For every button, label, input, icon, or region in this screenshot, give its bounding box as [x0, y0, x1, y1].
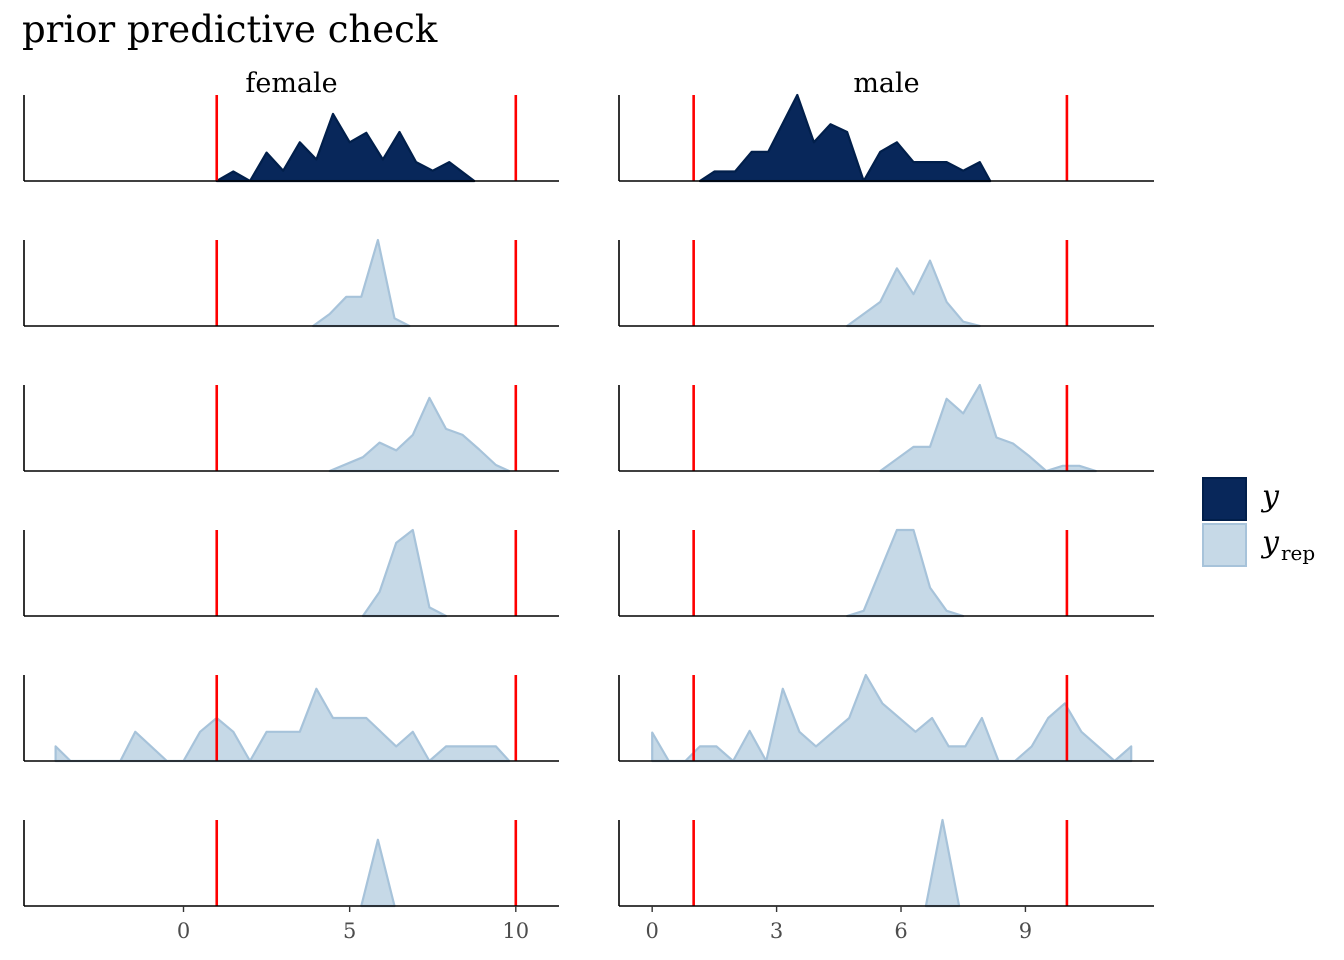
facet-row-1 — [23, 95, 559, 183]
facet-strip-label: female — [245, 68, 337, 99]
legend-key-y — [1202, 477, 1247, 521]
legend-label: y rep — [1260, 525, 1315, 565]
facet-row-6 — [618, 818, 1154, 908]
replicated-density-area — [651, 673, 1133, 763]
facet-row-5 — [618, 673, 1154, 763]
legend-label: y — [1260, 479, 1280, 514]
legend-key-yrep — [1202, 523, 1247, 567]
replicated-density-area — [879, 383, 1097, 473]
facet-male: male 0 3 6 9 — [618, 68, 1154, 943]
replicated-density-area — [846, 259, 981, 328]
replicated-density-area — [328, 396, 511, 473]
facet-row-2 — [618, 240, 1154, 328]
facet-row-3 — [23, 385, 559, 473]
replicated-density-area — [924, 818, 961, 908]
x-tick-label: 6 — [894, 919, 907, 943]
legend: yy rep — [1202, 477, 1315, 567]
observed-density-area — [215, 112, 476, 183]
legend-label-subscript: rep — [1281, 541, 1315, 565]
legend-label-main: y — [1260, 479, 1280, 514]
facet-row-2 — [23, 238, 559, 328]
replicated-density-area — [361, 528, 448, 618]
replicated-density-area — [846, 528, 965, 618]
facet-row-4 — [23, 528, 559, 618]
facet-panels: female 0 5 10 male 0 3 6 9 — [23, 68, 1154, 943]
replicated-density-area — [360, 838, 396, 908]
x-tick-label: 0 — [645, 919, 658, 943]
x-tick-label: 5 — [343, 919, 356, 943]
legend-entry-yrep: y rep — [1202, 523, 1315, 567]
x-tick-label: 3 — [770, 919, 783, 943]
legend-entry-y: y — [1202, 477, 1280, 521]
facet-row-3 — [618, 383, 1154, 473]
chart-title: prior predictive check — [22, 8, 438, 51]
x-tick-label: 9 — [1019, 919, 1032, 943]
observed-density-area — [698, 93, 992, 183]
facet-strip-label: male — [853, 68, 919, 99]
x-tick-label: 0 — [177, 919, 190, 943]
replicated-density-area — [312, 238, 411, 328]
facet-row-5 — [23, 675, 559, 763]
legend-label-main: y — [1260, 525, 1280, 560]
replicated-density-area — [54, 687, 511, 763]
facet-row-6 — [23, 820, 559, 908]
facet-row-4 — [618, 528, 1154, 618]
x-tick-label: 10 — [502, 919, 529, 943]
facet-row-1 — [618, 93, 1154, 183]
facet-female: female 0 5 10 — [23, 68, 559, 943]
